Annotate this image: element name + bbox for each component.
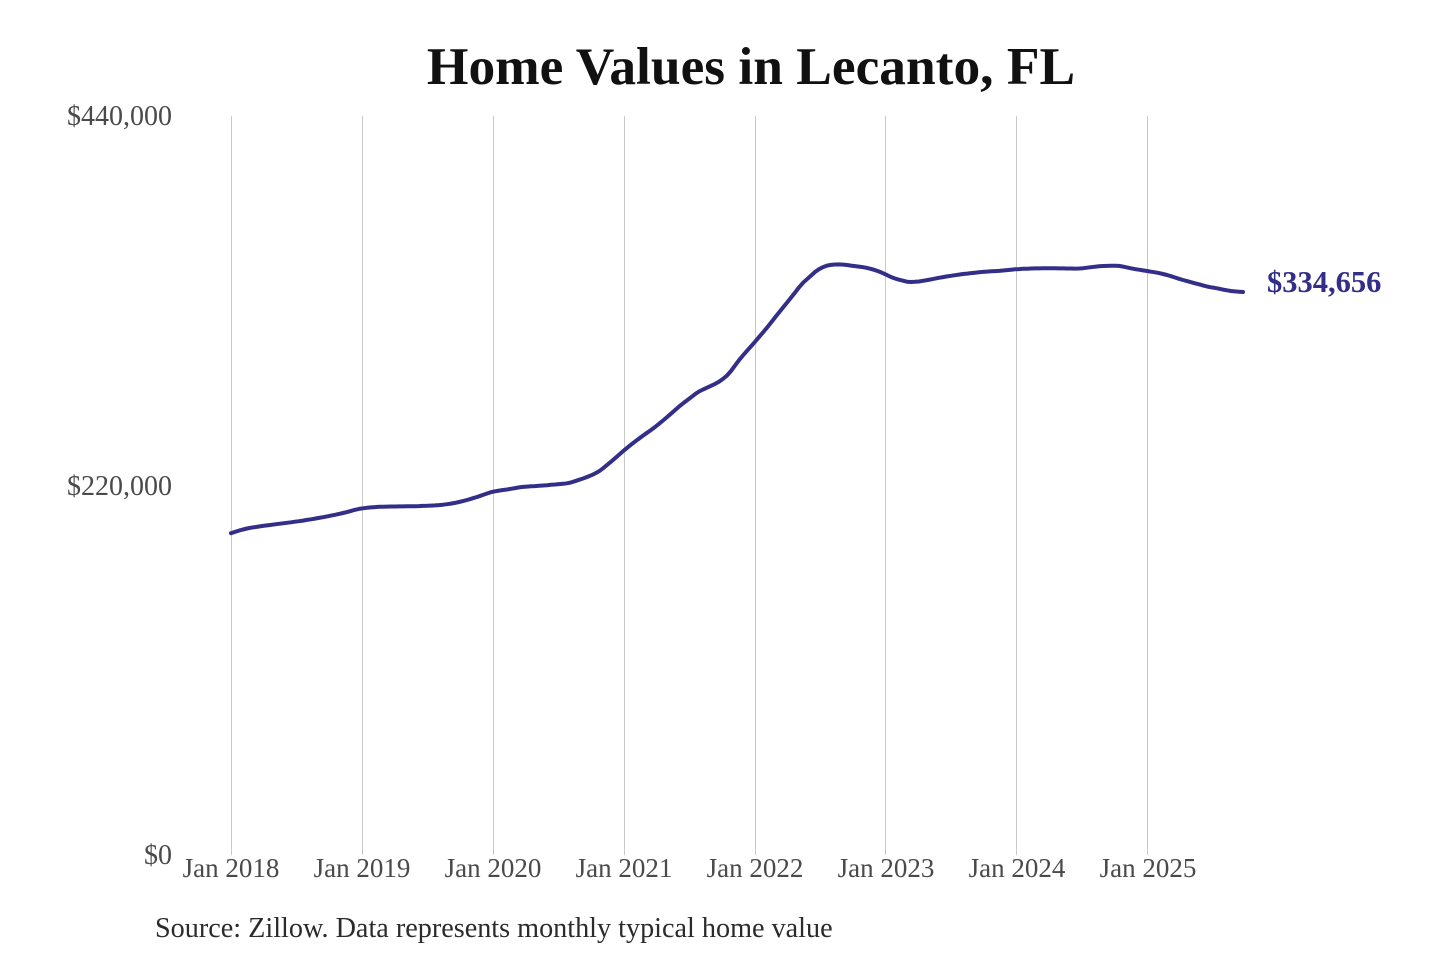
svg-text:Jan 2022: Jan 2022: [707, 853, 804, 883]
svg-text:Jan 2019: Jan 2019: [314, 853, 411, 883]
svg-text:Home Values in Lecanto, FL: Home Values in Lecanto, FL: [427, 36, 1075, 96]
svg-text:$0: $0: [144, 840, 172, 871]
svg-text:Jan 2024: Jan 2024: [969, 853, 1066, 883]
svg-text:Jan 2025: Jan 2025: [1100, 853, 1197, 883]
svg-text:Jan 2023: Jan 2023: [838, 853, 935, 883]
svg-text:Jan 2020: Jan 2020: [445, 853, 542, 883]
svg-text:Jan 2021: Jan 2021: [576, 853, 673, 883]
svg-text:Source: Zillow. Data represent: Source: Zillow. Data represents monthly …: [155, 913, 833, 944]
svg-text:$334,656: $334,656: [1267, 265, 1381, 299]
svg-text:Jan 2018: Jan 2018: [183, 853, 280, 883]
svg-text:$440,000: $440,000: [67, 101, 172, 132]
svg-text:$220,000: $220,000: [67, 471, 172, 502]
